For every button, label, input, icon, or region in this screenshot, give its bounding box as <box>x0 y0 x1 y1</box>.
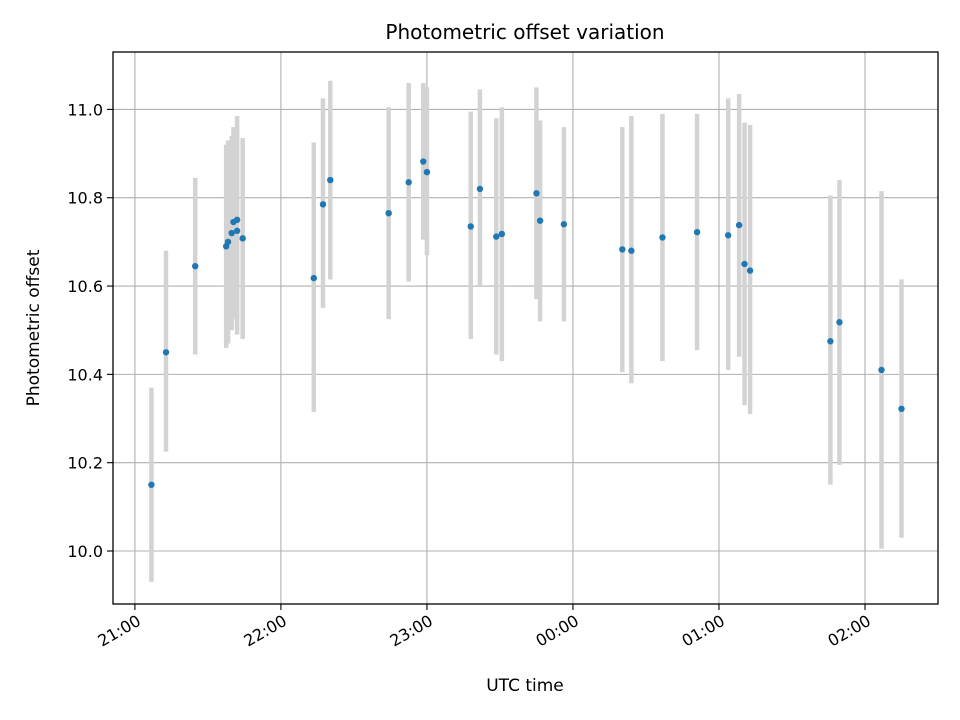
data-point <box>628 247 635 254</box>
x-tick-label: 21:00 <box>94 611 143 651</box>
data-point <box>224 238 232 246</box>
x-tick-label: 00:00 <box>533 611 582 651</box>
chart-title: Photometric offset variation <box>385 20 664 44</box>
y-tick-label: 10.2 <box>67 454 103 473</box>
data-point <box>533 190 540 197</box>
data-point <box>898 405 905 413</box>
data-point <box>536 217 544 224</box>
data-point <box>192 262 199 270</box>
data-point <box>327 176 334 184</box>
x-axis-label: UTC time <box>486 676 564 696</box>
x-tick-label: 01:00 <box>679 611 728 651</box>
data-point <box>560 221 568 228</box>
y-tick-label: 10.6 <box>67 277 103 296</box>
data-point <box>498 230 506 238</box>
errorbars <box>149 80 904 582</box>
data-point <box>319 201 327 208</box>
plot-frame <box>112 51 939 605</box>
data-point <box>148 481 155 488</box>
data-point <box>878 366 885 374</box>
data-point <box>162 349 170 356</box>
data-point <box>239 235 246 242</box>
data-point <box>467 223 474 230</box>
y-axis-ticks: 10.0 10.2 10.4 10.6 10.8 11.0 <box>67 100 113 561</box>
y-tick-label: 10.0 <box>67 542 103 561</box>
x-tick-label: 02:00 <box>825 611 874 651</box>
data-point <box>476 185 484 193</box>
data-point <box>741 260 748 268</box>
data-point <box>735 221 743 229</box>
y-tick-label: 10.4 <box>67 365 103 384</box>
data-point <box>827 338 834 345</box>
data-points <box>148 158 905 488</box>
data-point <box>746 267 754 274</box>
data-point <box>693 228 701 236</box>
data-point <box>310 274 317 282</box>
data-point <box>385 209 392 217</box>
x-tick-label: 22:00 <box>240 611 289 651</box>
data-point <box>420 158 427 165</box>
data-point <box>659 234 666 241</box>
data-point <box>228 229 235 237</box>
data-point <box>423 168 431 176</box>
data-point <box>619 246 626 253</box>
x-axis-ticks: 21:00 22:00 23:00 00:00 01:00 02:00 <box>94 604 874 651</box>
x-tick-label: 23:00 <box>387 611 436 651</box>
y-tick-label: 10.8 <box>67 189 103 208</box>
y-tick-label: 11.0 <box>67 100 103 119</box>
y-axis-label: Photometric offset <box>24 249 44 406</box>
data-point <box>405 179 412 186</box>
data-point <box>233 227 241 235</box>
data-point <box>836 319 843 326</box>
data-point <box>233 216 241 224</box>
data-point <box>493 233 500 240</box>
data-point <box>724 232 732 239</box>
